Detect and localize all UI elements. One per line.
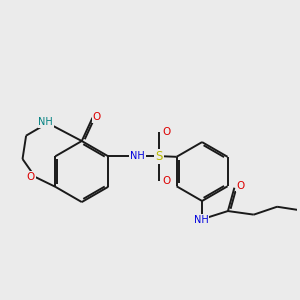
Text: O: O bbox=[27, 172, 35, 182]
Text: NH: NH bbox=[38, 117, 53, 128]
Text: O: O bbox=[93, 112, 101, 122]
Text: NH: NH bbox=[130, 151, 145, 160]
Text: O: O bbox=[163, 176, 171, 185]
Text: S: S bbox=[155, 150, 163, 163]
Text: O: O bbox=[163, 127, 171, 137]
Text: O: O bbox=[237, 181, 245, 191]
Text: NH: NH bbox=[194, 215, 208, 225]
